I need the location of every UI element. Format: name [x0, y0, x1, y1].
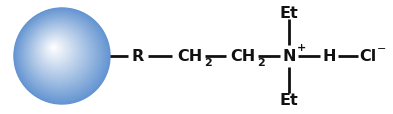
Ellipse shape: [48, 42, 62, 56]
Ellipse shape: [24, 19, 95, 89]
Ellipse shape: [46, 41, 64, 58]
Text: Et: Et: [280, 5, 298, 20]
Ellipse shape: [15, 9, 109, 103]
Ellipse shape: [44, 39, 66, 61]
Text: +: +: [296, 43, 306, 53]
Text: CH: CH: [177, 49, 203, 64]
Ellipse shape: [43, 38, 68, 63]
Ellipse shape: [39, 33, 75, 69]
Ellipse shape: [21, 16, 100, 94]
Ellipse shape: [34, 29, 81, 75]
Ellipse shape: [26, 21, 93, 87]
Ellipse shape: [40, 35, 72, 66]
Ellipse shape: [29, 24, 88, 82]
Text: 2: 2: [257, 57, 265, 67]
Ellipse shape: [42, 37, 69, 63]
Ellipse shape: [18, 13, 104, 98]
Ellipse shape: [47, 42, 62, 57]
Ellipse shape: [44, 39, 67, 61]
Ellipse shape: [23, 18, 97, 91]
Ellipse shape: [40, 35, 72, 67]
Text: −: −: [377, 44, 387, 54]
Ellipse shape: [24, 19, 96, 90]
Ellipse shape: [48, 43, 61, 56]
Ellipse shape: [27, 22, 92, 86]
Ellipse shape: [25, 20, 94, 89]
Ellipse shape: [36, 30, 79, 73]
Ellipse shape: [51, 46, 56, 51]
Ellipse shape: [15, 10, 108, 102]
Ellipse shape: [17, 12, 105, 99]
Ellipse shape: [23, 18, 97, 91]
Ellipse shape: [30, 25, 86, 81]
Ellipse shape: [17, 12, 106, 100]
Ellipse shape: [29, 24, 89, 83]
Ellipse shape: [39, 34, 74, 68]
Text: H: H: [322, 49, 336, 64]
Text: CH: CH: [230, 49, 255, 64]
Ellipse shape: [46, 40, 65, 59]
Ellipse shape: [45, 40, 65, 60]
Ellipse shape: [46, 41, 63, 58]
Text: N: N: [282, 49, 296, 64]
Ellipse shape: [19, 14, 102, 96]
Text: 2: 2: [204, 57, 212, 67]
Ellipse shape: [26, 21, 92, 87]
Ellipse shape: [21, 16, 99, 94]
Ellipse shape: [40, 34, 73, 68]
Ellipse shape: [28, 23, 90, 84]
Ellipse shape: [20, 15, 101, 96]
Ellipse shape: [28, 23, 90, 84]
Ellipse shape: [31, 26, 86, 80]
Ellipse shape: [25, 20, 94, 88]
Ellipse shape: [44, 38, 68, 62]
Ellipse shape: [35, 30, 79, 74]
Ellipse shape: [35, 29, 80, 75]
Ellipse shape: [16, 11, 107, 101]
Ellipse shape: [48, 43, 61, 55]
Ellipse shape: [36, 31, 78, 73]
Ellipse shape: [50, 44, 59, 54]
Ellipse shape: [18, 13, 104, 98]
Ellipse shape: [17, 11, 107, 101]
Ellipse shape: [22, 17, 99, 93]
Ellipse shape: [38, 33, 75, 70]
Text: Et: Et: [280, 93, 298, 108]
Ellipse shape: [52, 47, 55, 50]
Ellipse shape: [32, 27, 84, 78]
Ellipse shape: [32, 26, 84, 79]
Ellipse shape: [49, 44, 60, 54]
Text: R: R: [132, 49, 144, 64]
Ellipse shape: [38, 32, 76, 70]
Ellipse shape: [20, 15, 101, 95]
Ellipse shape: [50, 45, 58, 52]
Ellipse shape: [33, 28, 83, 77]
Ellipse shape: [31, 26, 85, 80]
Ellipse shape: [41, 36, 71, 65]
Ellipse shape: [50, 45, 58, 53]
Ellipse shape: [34, 28, 82, 76]
Ellipse shape: [33, 27, 83, 77]
Ellipse shape: [27, 22, 91, 85]
Ellipse shape: [30, 25, 87, 82]
Ellipse shape: [15, 10, 108, 103]
Ellipse shape: [52, 47, 55, 49]
Text: Cl: Cl: [359, 49, 376, 64]
Ellipse shape: [22, 17, 98, 92]
Ellipse shape: [37, 32, 77, 71]
Ellipse shape: [51, 45, 57, 51]
Ellipse shape: [53, 47, 54, 49]
Ellipse shape: [14, 9, 110, 104]
Ellipse shape: [42, 37, 70, 64]
Ellipse shape: [37, 31, 77, 72]
Ellipse shape: [42, 36, 70, 65]
Ellipse shape: [19, 14, 103, 97]
